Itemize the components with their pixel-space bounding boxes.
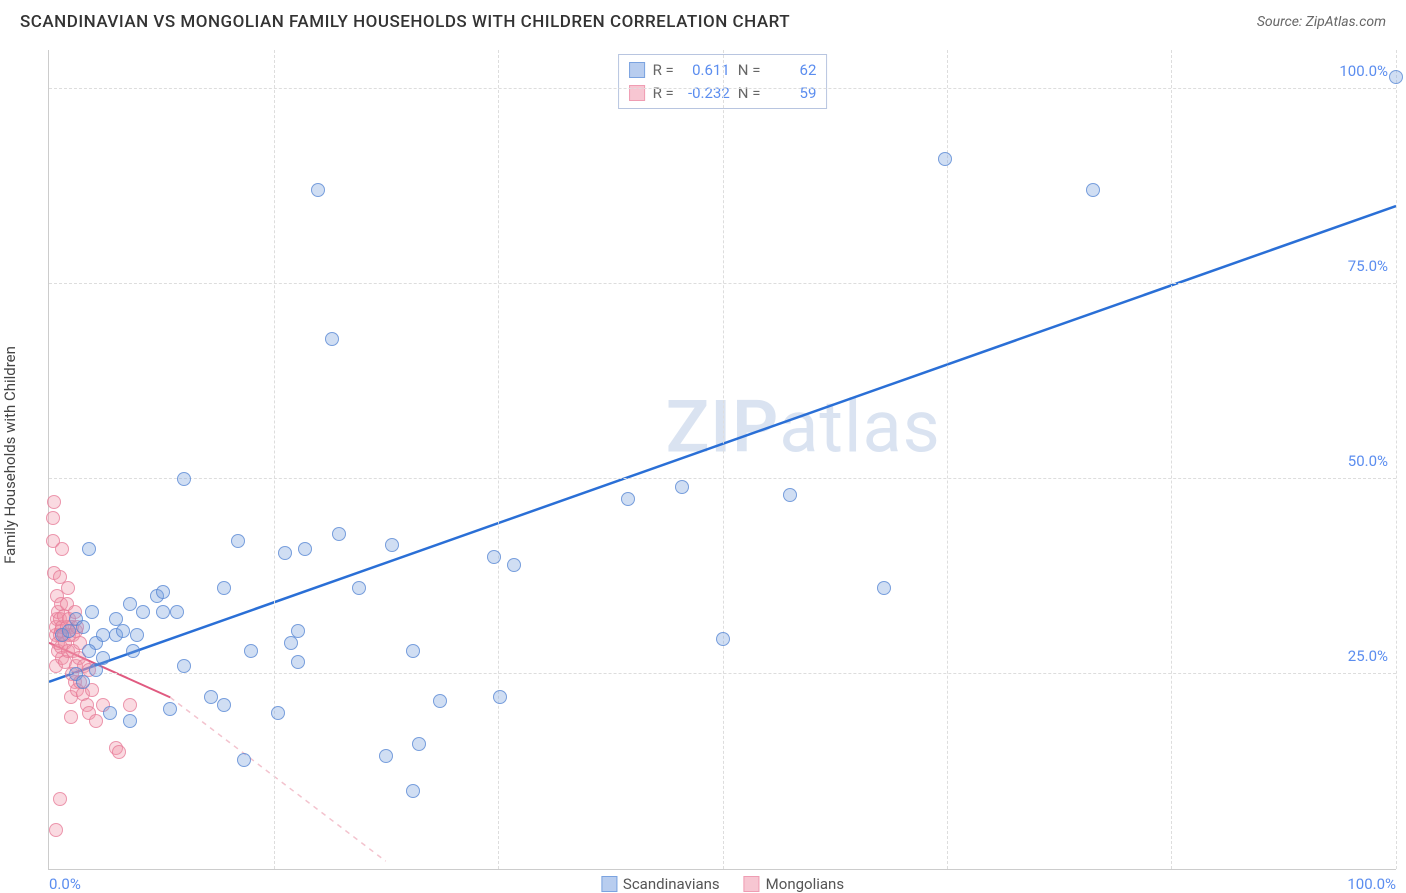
data-point	[76, 620, 90, 634]
legend-item-mong: Mongolians	[744, 875, 844, 893]
legend-label-scand: Scandinavians	[623, 875, 720, 893]
data-point	[217, 698, 231, 712]
data-point	[126, 644, 140, 658]
data-point	[379, 749, 393, 763]
data-point	[55, 542, 69, 556]
data-point	[89, 714, 103, 728]
data-point	[85, 605, 99, 619]
data-point	[783, 488, 797, 502]
data-point	[332, 527, 346, 541]
data-point	[325, 332, 339, 346]
y-tick-label: 75.0%	[1348, 257, 1388, 275]
x-tick-label: 100.0%	[1347, 875, 1396, 893]
data-point	[412, 737, 426, 751]
stats-n-label2: N =	[738, 82, 761, 105]
data-point	[244, 644, 258, 658]
x-tick-label: 0.0%	[49, 875, 81, 893]
data-point	[82, 542, 96, 556]
data-point	[877, 581, 891, 595]
chart-title: SCANDINAVIAN VS MONGOLIAN FAMILY HOUSEHO…	[20, 12, 790, 32]
grid-v	[274, 50, 275, 869]
data-point	[291, 624, 305, 638]
data-point	[47, 495, 61, 509]
data-point	[170, 605, 184, 619]
data-point	[64, 710, 78, 724]
stats-n-scand: 62	[768, 59, 816, 82]
stats-n-mong: 59	[768, 82, 816, 105]
data-point	[156, 605, 170, 619]
data-point	[231, 534, 245, 548]
data-point	[46, 511, 60, 525]
legend-swatch-pink	[744, 876, 760, 892]
watermark-atlas: atlas	[779, 384, 941, 469]
data-point	[406, 784, 420, 798]
chart-container: ZIPatlas R = 0.611 N = 62 R = -0.232 N =…	[48, 50, 1396, 870]
y-tick-label: 100.0%	[1339, 62, 1388, 80]
legend: Scandinavians Mongolians	[601, 875, 844, 893]
data-point	[116, 624, 130, 638]
source-attribution: Source: ZipAtlas.com	[1257, 14, 1386, 30]
data-point	[112, 745, 126, 759]
chart-header: SCANDINAVIAN VS MONGOLIAN FAMILY HOUSEHO…	[0, 0, 1406, 40]
legend-swatch-blue	[601, 876, 617, 892]
grid-v	[723, 50, 724, 869]
grid-v	[947, 50, 948, 869]
grid-v	[1396, 50, 1397, 869]
stats-swatch-blue	[629, 62, 645, 78]
data-point	[163, 702, 177, 716]
source-label: Source:	[1257, 14, 1306, 30]
data-point	[385, 538, 399, 552]
data-point	[96, 651, 110, 665]
stats-n-label: N =	[738, 59, 761, 82]
data-point	[61, 581, 75, 595]
data-point	[1086, 183, 1100, 197]
data-point	[433, 694, 447, 708]
watermark: ZIPatlas	[666, 384, 941, 469]
y-axis-label: Family Households with Children	[1, 346, 19, 564]
data-point	[493, 690, 507, 704]
data-point	[123, 597, 137, 611]
grid-v	[498, 50, 499, 869]
data-point	[76, 675, 90, 689]
data-point	[204, 690, 218, 704]
data-point	[177, 472, 191, 486]
data-point	[938, 152, 952, 166]
y-tick-label: 50.0%	[1348, 452, 1388, 470]
data-point	[271, 706, 285, 720]
plot-area: ZIPatlas R = 0.611 N = 62 R = -0.232 N =…	[48, 50, 1396, 870]
source-link[interactable]: ZipAtlas.com	[1306, 14, 1386, 30]
data-point	[237, 753, 251, 767]
data-point	[311, 183, 325, 197]
stats-r-label2: R =	[653, 82, 674, 105]
data-point	[621, 492, 635, 506]
data-point	[123, 714, 137, 728]
data-point	[123, 698, 137, 712]
data-point	[156, 585, 170, 599]
legend-label-mong: Mongolians	[766, 875, 844, 893]
data-point	[1389, 70, 1403, 84]
data-point	[96, 628, 110, 642]
data-point	[406, 644, 420, 658]
data-point	[136, 605, 150, 619]
data-point	[716, 632, 730, 646]
data-point	[675, 480, 689, 494]
data-point	[291, 655, 305, 669]
data-point	[103, 706, 117, 720]
data-point	[177, 659, 191, 673]
data-point	[507, 558, 521, 572]
data-point	[82, 644, 96, 658]
grid-v	[1171, 50, 1172, 869]
legend-item-scand: Scandinavians	[601, 875, 720, 893]
data-point	[49, 823, 63, 837]
data-point	[53, 792, 67, 806]
stats-r-label: R =	[653, 59, 674, 82]
data-point	[278, 546, 292, 560]
data-point	[130, 628, 144, 642]
data-point	[217, 581, 231, 595]
data-point	[298, 542, 312, 556]
data-point	[352, 581, 366, 595]
y-tick-label: 25.0%	[1348, 647, 1388, 665]
data-point	[487, 550, 501, 564]
